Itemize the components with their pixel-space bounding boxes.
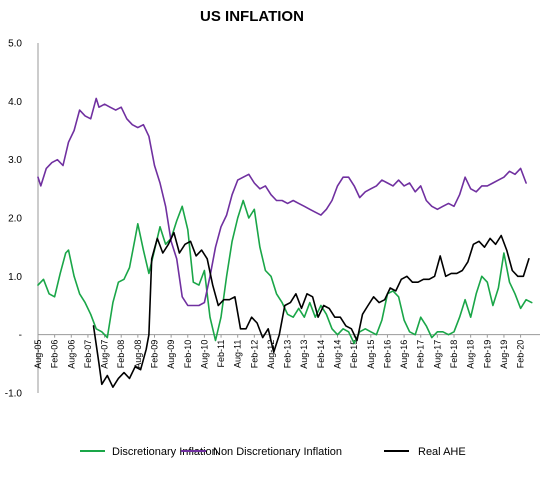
x-tick-label: Aug-10 — [199, 340, 209, 369]
x-tick-label: Aug-05 — [33, 340, 43, 369]
x-tick-label: Aug-16 — [399, 340, 409, 369]
x-tick-label: Aug-12 — [266, 340, 276, 369]
legend-label: Non Discretionary Inflation — [213, 446, 342, 458]
series-line-3 — [92, 231, 530, 389]
y-tick-label: -1.0 — [5, 389, 23, 400]
x-tick-label: Aug-15 — [366, 340, 376, 369]
y-tick-label: 3.0 — [8, 155, 22, 166]
legend-label: Discretionary Inflation — [112, 446, 218, 458]
y-tick-label: 4.0 — [8, 97, 22, 108]
x-tick-label: Aug-11 — [233, 340, 243, 368]
y-axis-ticks: 5.0 4.0 3.0 2.0 1.0 - -1.0 — [5, 39, 23, 400]
x-tick-label: Feb-11 — [216, 340, 226, 368]
x-tick-label: Feb-14 — [316, 340, 326, 369]
x-tick-label: Aug-08 — [133, 340, 143, 369]
x-tick-label: Aug-17 — [432, 340, 442, 369]
y-tick-label: 5.0 — [8, 39, 22, 50]
y-tick-label: 1.0 — [8, 272, 22, 283]
x-tick-label: Aug-06 — [66, 340, 76, 369]
x-tick-label: Aug-09 — [166, 340, 176, 369]
x-tick-label: Feb-17 — [416, 340, 426, 369]
x-tick-label: Feb-15 — [349, 340, 359, 369]
x-axis-ticks: Aug-05 Feb-06 Aug-06 Feb-07 Aug-07 Feb-08 Aug-… — [33, 334, 526, 369]
x-tick-label: Feb-13 — [283, 340, 293, 369]
x-tick-label: Aug-13 — [299, 340, 309, 369]
x-tick-label: Feb-12 — [249, 340, 259, 369]
y-tick-label: 2.0 — [8, 214, 22, 225]
y-tick-label: - — [19, 330, 22, 341]
x-tick-label: Feb-20 — [516, 340, 526, 369]
x-tick-label: Feb-06 — [50, 340, 60, 369]
x-tick-label: Aug-07 — [100, 340, 110, 369]
x-tick-label: Feb-10 — [183, 340, 193, 369]
series-lines — [37, 97, 533, 389]
series-line-2 — [37, 97, 527, 307]
x-tick-label: Feb-16 — [382, 340, 392, 369]
x-tick-label: Aug-18 — [466, 340, 476, 369]
x-tick-label: Feb-08 — [116, 340, 126, 369]
x-tick-label: Aug-14 — [333, 340, 343, 369]
x-tick-label: Aug-19 — [499, 340, 509, 369]
x-tick-label: Feb-07 — [83, 340, 93, 369]
chart-title: US INFLATION — [200, 8, 304, 25]
x-tick-label: Feb-19 — [482, 340, 492, 369]
series-line-1 — [37, 199, 533, 345]
x-tick-label: Feb-18 — [449, 340, 459, 369]
x-tick-label: Feb-09 — [149, 340, 159, 369]
legend-label: Real AHE — [418, 446, 466, 458]
